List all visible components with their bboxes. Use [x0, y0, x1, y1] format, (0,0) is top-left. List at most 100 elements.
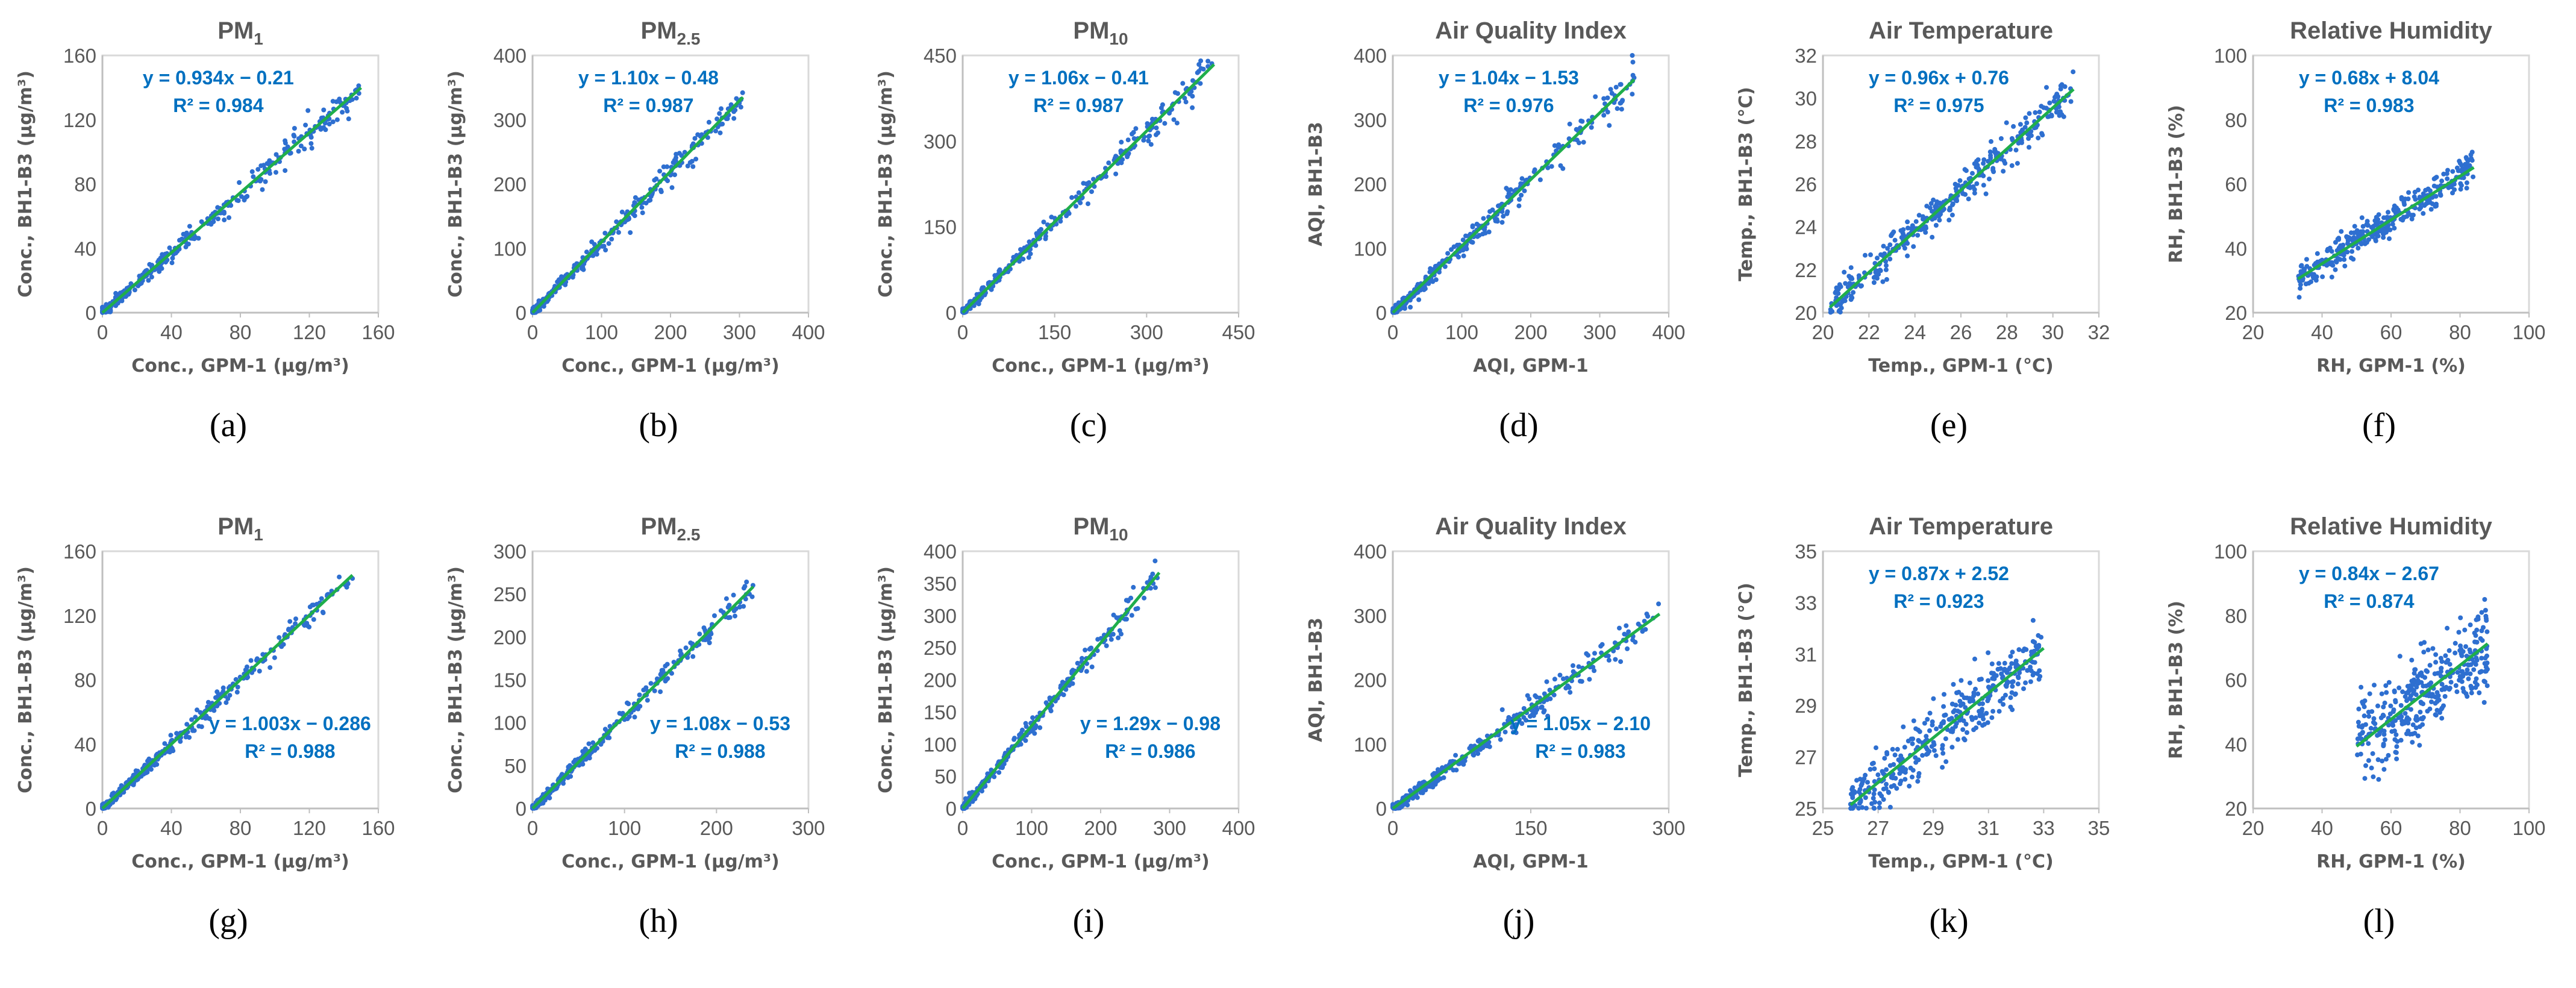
data-point	[1907, 783, 1912, 789]
y-tick-label: 26	[1795, 174, 1817, 196]
data-point	[1971, 184, 1976, 189]
data-point	[2360, 224, 2366, 229]
data-point	[1884, 781, 1889, 787]
data-point	[2459, 653, 2465, 658]
data-point	[678, 651, 684, 657]
data-point	[628, 230, 633, 236]
data-point	[2393, 732, 2399, 737]
data-point	[639, 205, 645, 210]
data-point	[2426, 691, 2431, 696]
data-point	[2448, 680, 2454, 685]
data-point	[2032, 660, 2037, 665]
data-point	[1075, 660, 1080, 666]
data-point	[1141, 137, 1146, 143]
data-point	[1950, 201, 1955, 207]
data-point	[2412, 189, 2418, 195]
data-point	[1848, 805, 1854, 811]
x-tick-label: 100	[1445, 321, 1478, 343]
data-point	[1985, 698, 1990, 704]
data-point	[2012, 661, 2018, 666]
data-point	[1913, 760, 1919, 765]
data-point	[1856, 273, 1862, 278]
regression-equation: y = 1.08x − 0.53	[650, 713, 790, 734]
chart-title-subscript: 10	[1109, 30, 1128, 48]
data-point	[1917, 729, 1922, 734]
data-point	[1060, 680, 1065, 685]
data-point	[1422, 286, 1428, 292]
data-point	[1963, 705, 1968, 710]
data-point	[2386, 680, 2392, 685]
data-point	[1545, 713, 1551, 719]
data-point	[1023, 738, 1028, 743]
data-point	[2018, 122, 2023, 127]
data-point	[1848, 297, 1854, 302]
data-point	[2433, 660, 2439, 665]
data-point	[2459, 646, 2464, 652]
data-point	[1205, 58, 1211, 64]
x-tick-label: 150	[1038, 321, 1071, 343]
x-axis-label: Conc., GPM-1 (µg/m³)	[992, 355, 1210, 377]
data-point	[1470, 223, 1475, 228]
y-tick-label: 31	[1795, 643, 1817, 666]
data-point	[619, 209, 625, 214]
data-point	[1615, 106, 1620, 111]
y-tick-label: 40	[74, 237, 96, 260]
y-tick-label: 200	[1354, 174, 1387, 196]
y-tick-label: 100	[1354, 733, 1387, 755]
data-point	[1989, 715, 1995, 721]
data-point	[1605, 110, 1610, 114]
data-point	[2415, 674, 2421, 679]
data-point	[1902, 745, 1907, 750]
data-point	[1537, 177, 1543, 183]
data-point	[2393, 750, 2399, 755]
x-axis-label: Conc., GPM-1 (µg/m³)	[131, 355, 349, 377]
data-point	[2374, 214, 2379, 220]
data-point	[2434, 203, 2439, 208]
trendline	[961, 571, 1161, 810]
data-point	[1606, 657, 1612, 663]
panel-label: (l)	[2363, 902, 2395, 940]
x-tick-label: 80	[2449, 817, 2471, 839]
data-point	[327, 121, 332, 127]
regression-equation: y = 1.04x − 1.53	[1439, 67, 1579, 89]
data-point	[318, 127, 324, 132]
x-tick-label: 120	[293, 321, 326, 343]
data-point	[2398, 216, 2404, 222]
data-point	[1948, 207, 1952, 213]
r-squared-label: R² = 0.975	[1893, 95, 1984, 116]
y-tick-label: 200	[1354, 669, 1387, 692]
y-tick-label: 80	[2225, 605, 2247, 627]
data-point	[2464, 186, 2469, 191]
data-point	[227, 215, 231, 220]
data-point	[1877, 791, 1883, 796]
data-point	[1196, 62, 1202, 67]
r-squared-label: R² = 0.976	[1463, 95, 1554, 116]
data-point	[581, 267, 586, 272]
data-point	[663, 663, 668, 669]
r-squared-label: R² = 0.983	[1535, 740, 1625, 762]
data-point	[1198, 58, 1204, 63]
data-point	[1871, 791, 1877, 796]
data-point	[1108, 637, 1114, 642]
data-point	[2298, 286, 2303, 291]
data-point	[1953, 186, 1959, 191]
data-point	[2469, 158, 2475, 163]
data-point	[2386, 210, 2390, 215]
data-point	[2351, 257, 2356, 262]
y-tick-label: 80	[74, 669, 96, 692]
chart-title-main: Relative Humidity	[2290, 513, 2492, 540]
data-point	[2410, 740, 2415, 745]
x-tick-label: 400	[1222, 817, 1255, 839]
data-point	[257, 178, 263, 184]
data-point	[1461, 253, 1466, 258]
data-point	[1089, 189, 1094, 195]
y-tick-label: 80	[74, 174, 96, 196]
data-point	[1981, 157, 1987, 163]
x-tick-label: 100	[585, 321, 618, 343]
data-point	[1119, 139, 1124, 145]
data-point	[1991, 671, 1996, 676]
data-point	[1037, 725, 1043, 730]
data-point	[2015, 161, 2020, 166]
data-point	[976, 301, 981, 307]
data-point	[2380, 758, 2385, 764]
